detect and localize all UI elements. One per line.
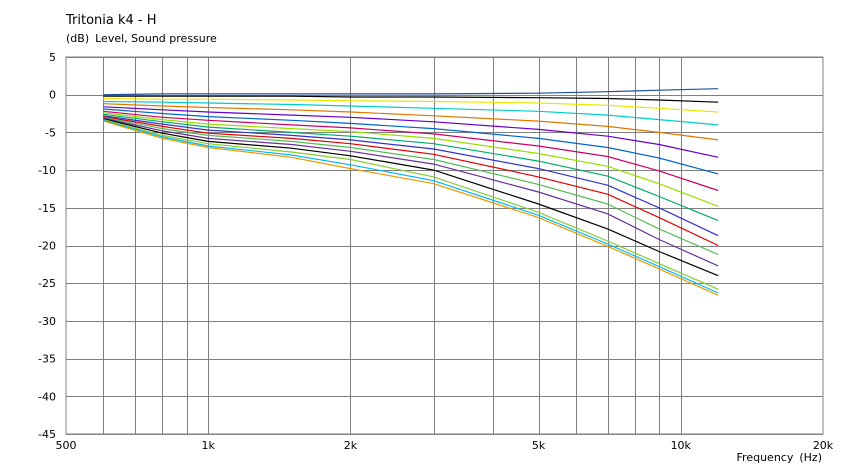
y-axis-label: (dB) Level, Sound pressure xyxy=(66,32,217,45)
x-tick-label: 500 xyxy=(56,439,77,452)
series-line-14 xyxy=(103,117,719,267)
x-axis-label: Frequency (Hz) xyxy=(737,451,822,464)
series-line-5 xyxy=(103,103,719,141)
x-tick-label: 10k xyxy=(671,439,692,452)
series-line-2 xyxy=(103,95,719,103)
x-axis-title: Frequency xyxy=(736,451,794,464)
series-line-8 xyxy=(103,110,719,192)
series-line-17 xyxy=(103,119,719,294)
y-tick-label: -5 xyxy=(45,126,56,139)
y-tick-label: -15 xyxy=(38,202,56,215)
series-line-12 xyxy=(103,116,719,247)
plot-frame xyxy=(65,56,824,435)
x-tick-label: 20k xyxy=(813,439,834,452)
x-tick-label: 5k xyxy=(532,439,546,452)
y-tick-label: -45 xyxy=(38,428,56,441)
series-line-18 xyxy=(103,120,719,296)
y-tick-labels: 5 0 -5 -10 -15 -20 -25 -30 -35 -40 -45 xyxy=(38,51,56,441)
y-tick-label: -35 xyxy=(38,353,56,366)
grid-lines xyxy=(66,57,823,435)
series-line-4 xyxy=(103,100,719,126)
series-line-11 xyxy=(103,115,719,237)
y-tick-label: -40 xyxy=(38,390,56,403)
series-line-1 xyxy=(103,88,719,96)
y-tick-label: 0 xyxy=(49,89,56,102)
y-axis-unit: (dB) xyxy=(66,32,90,45)
y-tick-label: -25 xyxy=(38,277,56,290)
x-tick-label: 2k xyxy=(344,439,358,452)
series-line-3 xyxy=(103,97,719,113)
series-line-7 xyxy=(103,108,719,175)
x-tick-labels: 500 1k 2k 5k 10k 20k xyxy=(56,439,834,452)
y-tick-label: 5 xyxy=(49,51,56,64)
series-line-6 xyxy=(103,106,719,158)
chart-title: Tritonia k4 - H xyxy=(66,13,157,28)
series-line-10 xyxy=(103,113,719,222)
series-line-16 xyxy=(103,119,719,290)
x-axis-unit: (Hz) xyxy=(799,451,822,464)
series-line-15 xyxy=(103,118,719,277)
y-tick-label: -30 xyxy=(38,315,56,328)
x-tick-label: 1k xyxy=(202,439,216,452)
series-line-13 xyxy=(103,116,719,256)
series-line-9 xyxy=(103,112,719,207)
y-axis-title: Level, Sound pressure xyxy=(95,32,217,45)
y-tick-label: -20 xyxy=(38,240,56,253)
data-series xyxy=(103,88,719,296)
y-tick-label: -10 xyxy=(38,164,56,177)
